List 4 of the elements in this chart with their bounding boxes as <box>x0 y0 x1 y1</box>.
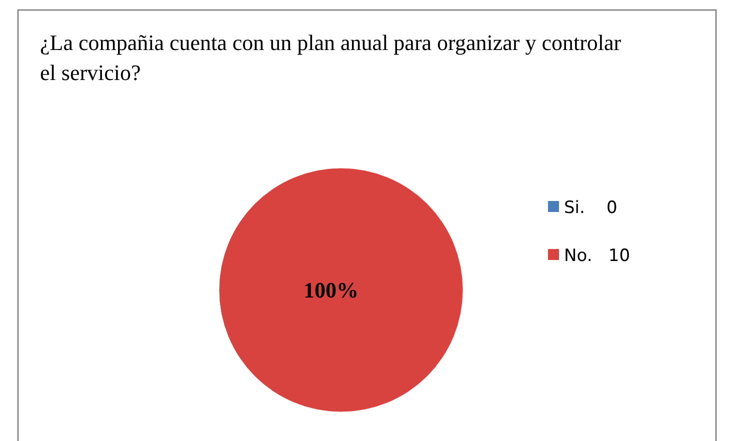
legend-label: No. 10 <box>564 246 630 266</box>
legend-label: Si. 0 <box>564 198 618 218</box>
chart-title: ¿La compañia cuenta con un plan anual para organizar y controlar el servicio? <box>40 30 622 85</box>
data-label: 100% <box>304 278 358 303</box>
